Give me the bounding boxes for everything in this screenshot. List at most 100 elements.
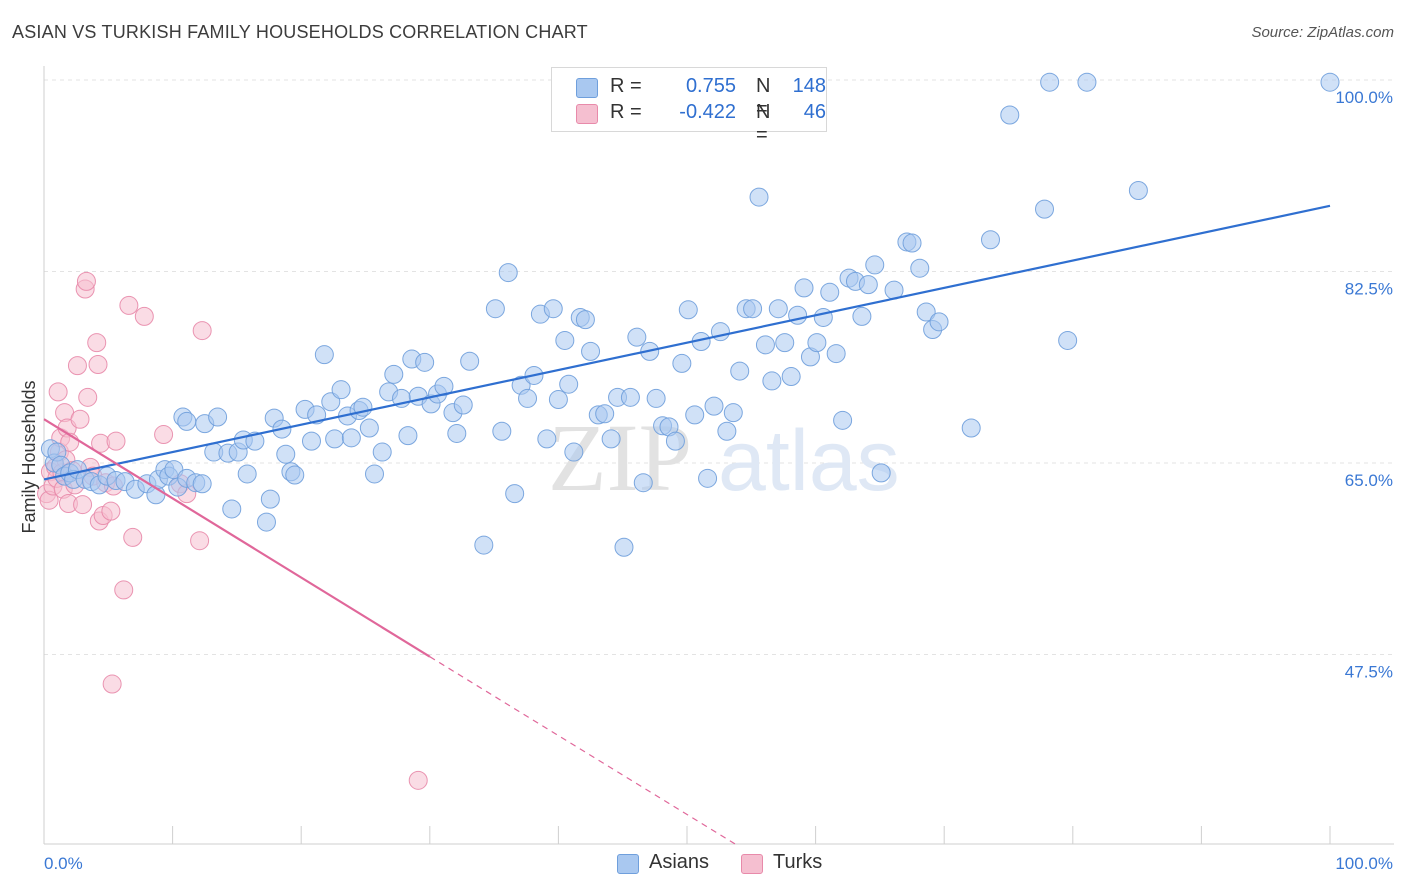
asians-point — [314, 345, 334, 365]
asians-point — [627, 327, 647, 347]
legend-r-value: -0.422 — [679, 101, 736, 123]
asians-point — [762, 371, 782, 391]
turks-point — [76, 271, 96, 291]
turks-point — [87, 333, 107, 353]
turks-point — [70, 409, 90, 429]
asians-point — [537, 429, 557, 449]
asians-point — [505, 484, 525, 504]
x-tick-label: 100.0% — [1335, 854, 1393, 873]
turks-point — [119, 295, 139, 315]
turks-point — [192, 321, 212, 341]
asians-point — [1058, 330, 1078, 350]
turks-trendline-extension — [429, 656, 739, 847]
turks-point — [73, 495, 93, 515]
asians-point — [646, 388, 666, 408]
asians-point — [372, 442, 392, 462]
asians-point — [781, 367, 801, 387]
asians-point — [192, 474, 212, 494]
asians-point — [807, 333, 827, 353]
y-axis-label: Family Households — [19, 380, 39, 533]
turks-point — [78, 387, 98, 407]
asians-point — [620, 387, 640, 407]
asians-point — [820, 282, 840, 302]
asians-point — [672, 353, 692, 373]
asians-point — [359, 418, 379, 438]
asians-point — [276, 444, 296, 464]
asians-point — [498, 263, 518, 283]
turks-point — [134, 306, 154, 326]
legend-item-turks[interactable]: Turks — [741, 850, 841, 878]
asians-point — [826, 344, 846, 364]
legend-item-asians[interactable]: Asians — [617, 850, 717, 878]
asians-point — [555, 330, 575, 350]
asians-point — [614, 537, 634, 557]
asians-point — [717, 421, 737, 441]
legend-r-value: 0.755 — [685, 75, 736, 97]
legend-r-label: R = — [610, 75, 642, 97]
asians-point — [1000, 105, 1020, 125]
asians-point — [564, 442, 584, 462]
asians-point — [325, 429, 345, 449]
asians-point — [331, 380, 351, 400]
asians-point — [237, 464, 257, 484]
asians-point — [730, 361, 750, 381]
turks-series — [37, 271, 428, 790]
asians-swatch — [576, 78, 598, 98]
legend-r-label: R = — [610, 101, 642, 123]
asians-legend-label: Asians — [649, 851, 710, 873]
asians-point — [698, 468, 718, 488]
turks-point — [48, 382, 68, 402]
asians-point — [704, 396, 724, 416]
asians-point — [285, 465, 305, 485]
asians-point — [1040, 72, 1060, 92]
asians-point — [581, 341, 601, 361]
grid-lines — [44, 79, 1394, 655]
asians-point — [743, 299, 763, 319]
y-tick-label: 65.0% — [1345, 471, 1393, 490]
asians-point — [575, 310, 595, 330]
asians-point — [929, 312, 949, 332]
asians-point — [365, 464, 385, 484]
asians-point — [910, 258, 930, 278]
trendlines — [43, 204, 1331, 847]
stats-legend: R = 0.755 N = 148 R = -0.422 N = 46 — [551, 67, 827, 146]
asians-point — [665, 431, 685, 451]
asians-series — [40, 72, 1340, 557]
asians-point — [384, 364, 404, 384]
asians-point — [601, 429, 621, 449]
asians-point — [474, 535, 494, 555]
asians-point — [852, 306, 872, 326]
legend-n-value: 148 — [792, 75, 826, 97]
y-tick-label: 100.0% — [1335, 88, 1393, 107]
turks-point — [101, 501, 121, 521]
asians-point — [453, 395, 473, 415]
x-tick-label: 0.0% — [44, 854, 83, 873]
turks-point — [106, 431, 126, 451]
asians-point — [633, 473, 653, 493]
asians-point — [492, 421, 512, 441]
turks-point — [190, 531, 210, 551]
legend-n-value: 46 — [803, 101, 826, 123]
asians-point — [301, 431, 321, 451]
turks-swatch — [576, 104, 598, 124]
asians-point — [518, 388, 538, 408]
asians-point — [222, 499, 242, 519]
turks-point — [102, 674, 122, 694]
asians-point — [415, 352, 435, 372]
asians-point — [902, 233, 922, 253]
asians-point — [1077, 72, 1097, 92]
asians-point — [788, 305, 808, 325]
turks-point — [123, 527, 143, 547]
asians-point — [794, 278, 814, 298]
asians-point — [749, 187, 769, 207]
tick-labels: 100.0% 82.5% 65.0% 47.5% 0.0% 100.0% — [44, 88, 1393, 873]
turks-point — [88, 355, 108, 375]
y-tick-label: 47.5% — [1345, 663, 1393, 682]
asians-point — [678, 300, 698, 320]
source-label: Source: ZipAtlas.com — [1251, 24, 1394, 41]
asians-point — [723, 403, 743, 423]
asians-point — [858, 275, 878, 295]
asians-legend-swatch — [617, 854, 639, 874]
asians-point — [341, 428, 361, 448]
